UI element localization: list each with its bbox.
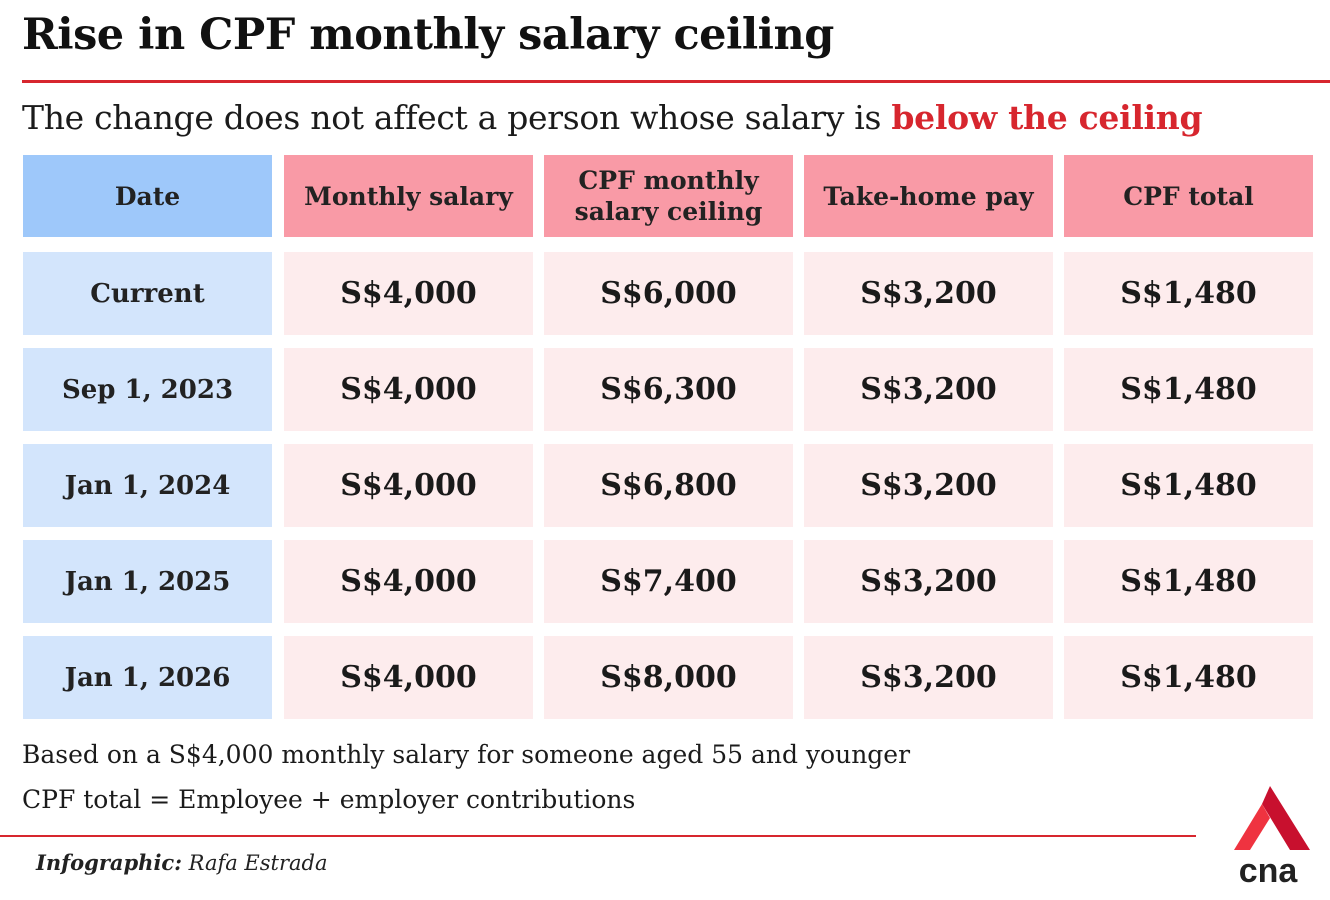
title-divider — [22, 80, 1330, 83]
column-header: CPF total — [1064, 155, 1313, 237]
date-cell: Jan 1, 2024 — [23, 444, 272, 527]
subtitle-text: The change does not affect a person whos… — [22, 98, 892, 137]
value-cell: S$6,300 — [544, 348, 793, 431]
cna-logo-icon: cna — [1234, 786, 1310, 886]
value-cell: S$6,000 — [544, 252, 793, 335]
infographic-credit: Infographic: Rafa Estrada — [36, 850, 328, 875]
logo-text: cna — [1239, 852, 1299, 886]
date-cell: Current — [23, 252, 272, 335]
value-cell: S$4,000 — [284, 636, 533, 719]
value-cell: S$1,480 — [1064, 348, 1313, 431]
credit-label: Infographic: — [36, 850, 182, 875]
footnote-basis: Based on a S$4,000 monthly salary for so… — [22, 740, 911, 769]
column-header: Take-home pay — [804, 155, 1053, 237]
value-cell: S$4,000 — [284, 540, 533, 623]
date-cell: Jan 1, 2025 — [23, 540, 272, 623]
value-cell: S$6,800 — [544, 444, 793, 527]
value-cell: S$3,200 — [804, 444, 1053, 527]
column-header: Monthly salary — [284, 155, 533, 237]
value-cell: S$4,000 — [284, 252, 533, 335]
footer-divider — [0, 835, 1196, 837]
value-cell: S$1,480 — [1064, 636, 1313, 719]
value-cell: S$3,200 — [804, 636, 1053, 719]
value-cell: S$8,000 — [544, 636, 793, 719]
value-cell: S$3,200 — [804, 540, 1053, 623]
logo-triangle-left — [1234, 804, 1270, 850]
value-cell: S$4,000 — [284, 348, 533, 431]
value-cell: S$3,200 — [804, 252, 1053, 335]
column-header: CPF monthly salary ceiling — [544, 155, 793, 237]
subtitle: The change does not affect a person whos… — [22, 98, 1203, 137]
column-header: Date — [23, 155, 272, 237]
page-title: Rise in CPF monthly salary ceiling — [22, 10, 834, 60]
value-cell: S$4,000 — [284, 444, 533, 527]
value-cell: S$3,200 — [804, 348, 1053, 431]
logo-triangle-right — [1262, 786, 1310, 850]
credit-name: Rafa Estrada — [181, 851, 328, 875]
value-cell: S$7,400 — [544, 540, 793, 623]
value-cell: S$1,480 — [1064, 540, 1313, 623]
date-cell: Jan 1, 2026 — [23, 636, 272, 719]
footnote-cpf-total: CPF total = Employee + employer contribu… — [22, 785, 636, 814]
value-cell: S$1,480 — [1064, 252, 1313, 335]
subtitle-highlight: below the ceiling — [891, 98, 1203, 137]
date-cell: Sep 1, 2023 — [23, 348, 272, 431]
value-cell: S$1,480 — [1064, 444, 1313, 527]
